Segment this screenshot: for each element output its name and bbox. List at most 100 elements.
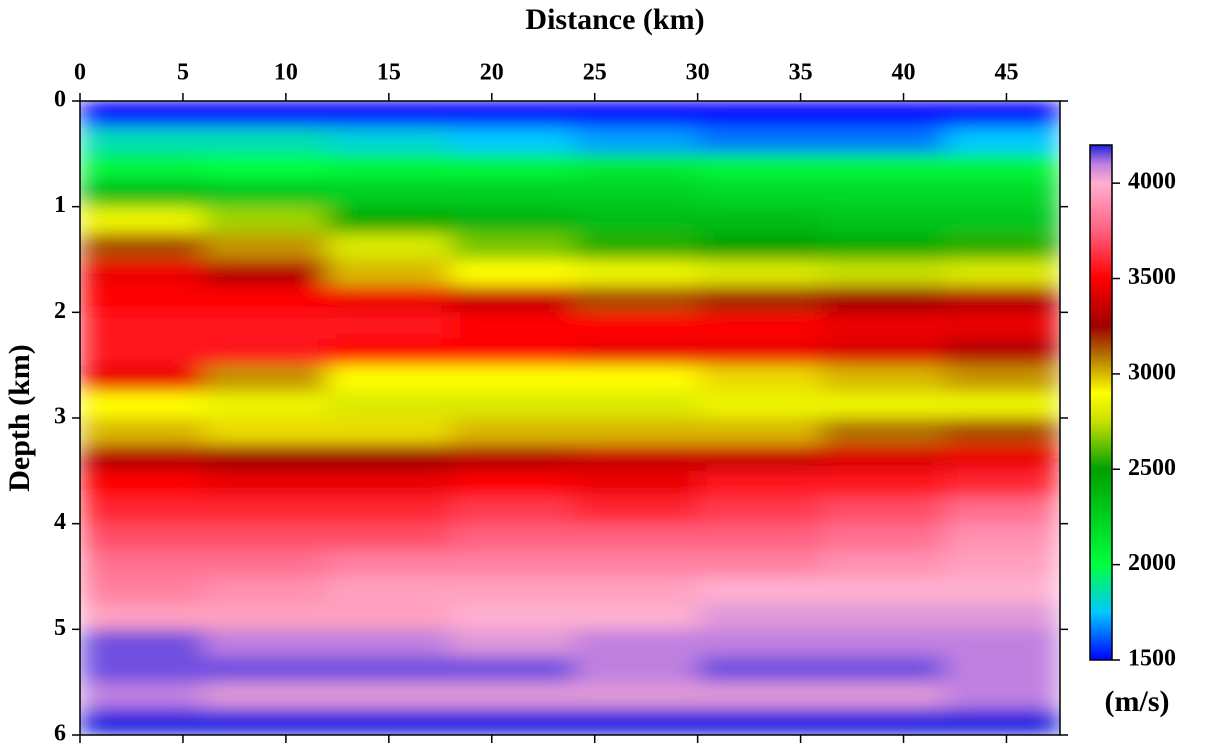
cell <box>203 523 328 551</box>
cell <box>697 470 822 498</box>
cell <box>574 285 699 313</box>
cell <box>821 682 946 710</box>
cell <box>203 233 328 260</box>
cell <box>80 365 205 393</box>
cell <box>450 550 575 577</box>
cell <box>80 259 205 287</box>
cell <box>944 602 1060 630</box>
cell <box>450 576 575 604</box>
cell <box>450 206 575 234</box>
cell <box>944 206 1060 234</box>
cell <box>80 708 205 735</box>
cell <box>327 153 452 181</box>
cell <box>450 682 575 710</box>
cell <box>327 285 452 313</box>
cell <box>80 338 205 366</box>
x-tick-label: 30 <box>686 60 710 86</box>
cell <box>697 101 822 128</box>
cell <box>697 285 822 313</box>
cell <box>821 180 946 208</box>
cell <box>821 629 946 657</box>
cell <box>450 365 575 393</box>
cell <box>203 391 328 419</box>
cell <box>450 101 575 128</box>
cell <box>944 101 1060 128</box>
cell <box>450 444 575 472</box>
x-tick-label: 35 <box>789 60 813 86</box>
y-tick-label: 3 <box>54 404 66 430</box>
cell <box>944 470 1060 498</box>
cell <box>450 312 575 340</box>
cell <box>574 444 699 472</box>
cell <box>574 470 699 498</box>
cell <box>327 576 452 604</box>
x-tick-label: 5 <box>177 60 189 86</box>
cell <box>574 365 699 393</box>
cell <box>697 708 822 735</box>
cell <box>944 576 1060 604</box>
cell <box>821 153 946 181</box>
cell <box>450 629 575 657</box>
cell <box>327 101 452 128</box>
cell <box>574 206 699 234</box>
cell <box>450 470 575 498</box>
cell <box>821 365 946 393</box>
cell <box>327 682 452 710</box>
x-tick-label: 15 <box>377 60 401 86</box>
cell <box>327 365 452 393</box>
cell <box>697 629 822 657</box>
cell <box>80 101 205 128</box>
cell <box>944 365 1060 393</box>
x-tick-label: 45 <box>994 60 1018 86</box>
cell <box>327 497 452 525</box>
cell <box>574 259 699 287</box>
cell <box>821 312 946 340</box>
cell <box>450 708 575 735</box>
cell <box>327 550 452 577</box>
cell <box>944 550 1060 577</box>
cell <box>574 101 699 128</box>
cell <box>697 391 822 419</box>
cell <box>821 259 946 287</box>
cell <box>203 338 328 366</box>
cell <box>697 602 822 630</box>
cell <box>574 602 699 630</box>
cell <box>80 602 205 630</box>
cell <box>821 470 946 498</box>
cell <box>944 312 1060 340</box>
x-tick-label: 0 <box>74 60 86 86</box>
cell <box>574 312 699 340</box>
cell <box>203 206 328 234</box>
cell <box>944 682 1060 710</box>
x-tick-label: 25 <box>583 60 607 86</box>
cell <box>203 470 328 498</box>
cell <box>203 418 328 445</box>
cell <box>80 470 205 498</box>
cell <box>327 180 452 208</box>
cell <box>450 259 575 287</box>
cell <box>80 550 205 577</box>
cell <box>80 312 205 340</box>
cell <box>944 338 1060 366</box>
cell <box>203 682 328 710</box>
cell <box>697 338 822 366</box>
cell <box>80 682 205 710</box>
cell <box>203 655 328 683</box>
y-tick-label: 2 <box>54 298 66 324</box>
y-tick-label: 0 <box>54 87 66 113</box>
cell <box>574 629 699 657</box>
cell <box>203 550 328 577</box>
cell <box>944 444 1060 472</box>
cell <box>944 233 1060 260</box>
cell <box>203 365 328 393</box>
cell <box>327 338 452 366</box>
cell <box>450 180 575 208</box>
cell <box>697 576 822 604</box>
colorbar-tick-label: 4000 <box>1128 169 1176 195</box>
cell <box>697 206 822 234</box>
cell <box>327 470 452 498</box>
cell <box>80 418 205 445</box>
cell <box>203 444 328 472</box>
cell <box>450 127 575 155</box>
cell <box>697 523 822 551</box>
